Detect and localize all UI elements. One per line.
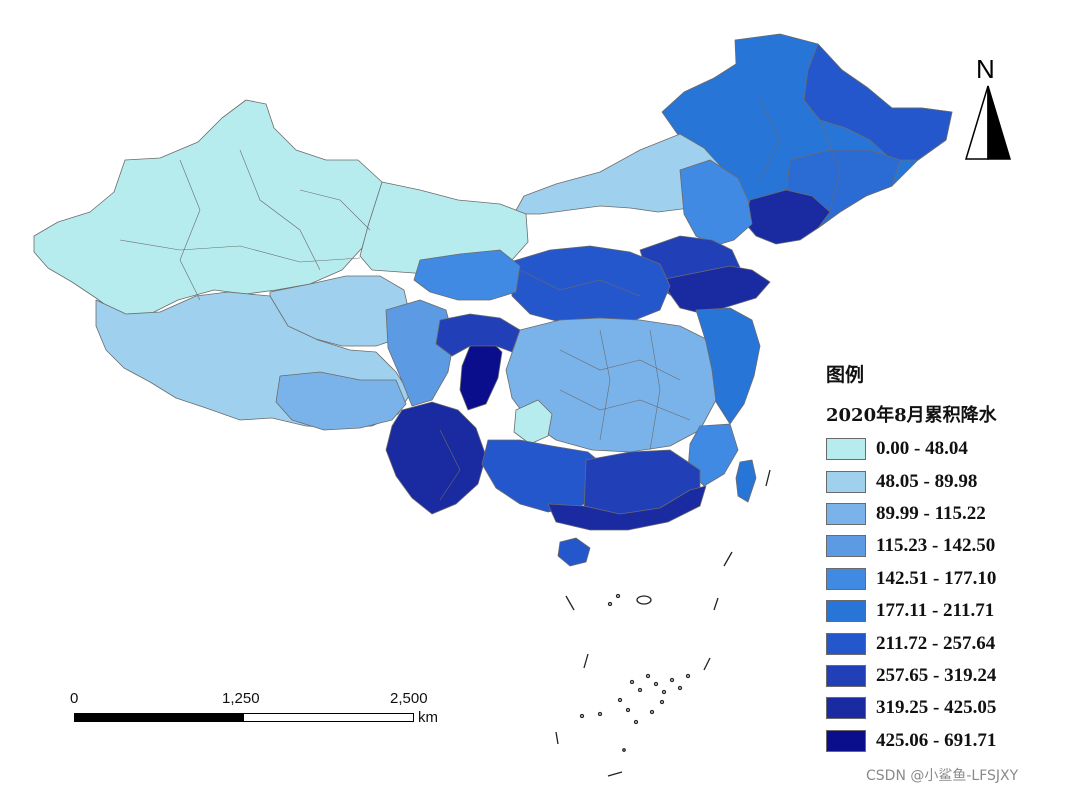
region-fujian bbox=[687, 423, 739, 487]
legend-item: 89.99 - 115.22 bbox=[826, 498, 997, 530]
region-shandong bbox=[659, 265, 771, 315]
region-yunnan bbox=[385, 401, 487, 515]
region-sichuan-core bbox=[459, 339, 503, 411]
scale-bar-graphic bbox=[74, 713, 414, 722]
north-arrow: N bbox=[960, 54, 1018, 164]
legend-swatch bbox=[826, 632, 866, 655]
legend-swatch bbox=[826, 567, 866, 590]
legend-swatch bbox=[826, 600, 866, 623]
region-taiwan bbox=[735, 459, 757, 503]
region-chongqing-guizhou bbox=[513, 399, 553, 445]
scale-tick-0: 0 bbox=[70, 690, 79, 707]
legend-label: 0.00 - 48.04 bbox=[876, 438, 968, 460]
legend-label: 211.72 - 257.64 bbox=[876, 632, 996, 654]
region-liaoning bbox=[743, 189, 831, 245]
south-sea-islands bbox=[555, 469, 771, 777]
legend-label: 115.23 - 142.50 bbox=[876, 535, 996, 557]
legend-item: 48.05 - 89.98 bbox=[826, 465, 997, 497]
scale-unit: km bbox=[418, 709, 438, 726]
legend-item: 211.72 - 257.64 bbox=[826, 627, 997, 659]
legend-item: 115.23 - 142.50 bbox=[826, 530, 997, 562]
legend-title: 图例 bbox=[826, 364, 865, 386]
legend-label: 48.05 - 89.98 bbox=[876, 470, 978, 492]
region-heilongjiang-east bbox=[803, 43, 953, 161]
region-north-belt bbox=[413, 249, 521, 301]
region-sichuan-ring bbox=[435, 313, 521, 357]
legend: 图例 2020年8月累积降水 0.00 - 48.04 48.05 - 89.98… bbox=[826, 360, 997, 757]
legend-item: 177.11 - 211.71 bbox=[826, 595, 997, 627]
legend-label: 177.11 - 211.71 bbox=[876, 600, 995, 622]
scale-bar-fill bbox=[75, 714, 244, 721]
north-arrow-icon bbox=[964, 85, 1012, 160]
region-shaanxi-henan bbox=[509, 245, 671, 327]
legend-item: 425.06 - 691.71 bbox=[826, 725, 997, 757]
legend-swatch bbox=[826, 535, 866, 558]
legend-item: 142.51 - 177.10 bbox=[826, 563, 997, 595]
legend-swatch bbox=[826, 697, 866, 720]
legend-subtitle: 2020年8月累积降水 bbox=[826, 405, 997, 426]
north-arrow-label: N bbox=[976, 54, 995, 84]
region-east-coast bbox=[695, 307, 761, 425]
watermark: CSDN @小鲨鱼-LFSJXY bbox=[866, 768, 1019, 784]
scale-bar: 0 1,250 2,500 km bbox=[70, 690, 452, 730]
legend-item: 0.00 - 48.04 bbox=[826, 433, 997, 465]
scale-tick-2500: 2,500 bbox=[390, 690, 428, 707]
legend-items: 0.00 - 48.04 48.05 - 89.98 89.99 - 115.22 1… bbox=[826, 433, 997, 757]
region-south-coast bbox=[547, 485, 707, 531]
legend-swatch bbox=[826, 729, 866, 752]
legend-item: 319.25 - 425.05 bbox=[826, 692, 997, 724]
legend-swatch bbox=[826, 470, 866, 493]
legend-label: 425.06 - 691.71 bbox=[876, 729, 997, 751]
legend-label: 257.65 - 319.24 bbox=[876, 664, 997, 686]
legend-label: 319.25 - 425.05 bbox=[876, 697, 997, 719]
region-tibet-east bbox=[275, 371, 407, 431]
legend-label: 142.51 - 177.10 bbox=[876, 567, 997, 589]
internal-boundaries bbox=[119, 99, 841, 501]
region-hainan bbox=[557, 537, 591, 567]
legend-swatch bbox=[826, 438, 866, 461]
legend-item: 257.65 - 319.24 bbox=[826, 660, 997, 692]
scale-tick-1250: 1,250 bbox=[222, 690, 260, 707]
legend-label: 89.99 - 115.22 bbox=[876, 502, 986, 524]
legend-swatch bbox=[826, 664, 866, 687]
region-inner-mongolia-east bbox=[679, 159, 753, 247]
legend-swatch bbox=[826, 502, 866, 525]
region-sichuan-west bbox=[385, 299, 455, 407]
